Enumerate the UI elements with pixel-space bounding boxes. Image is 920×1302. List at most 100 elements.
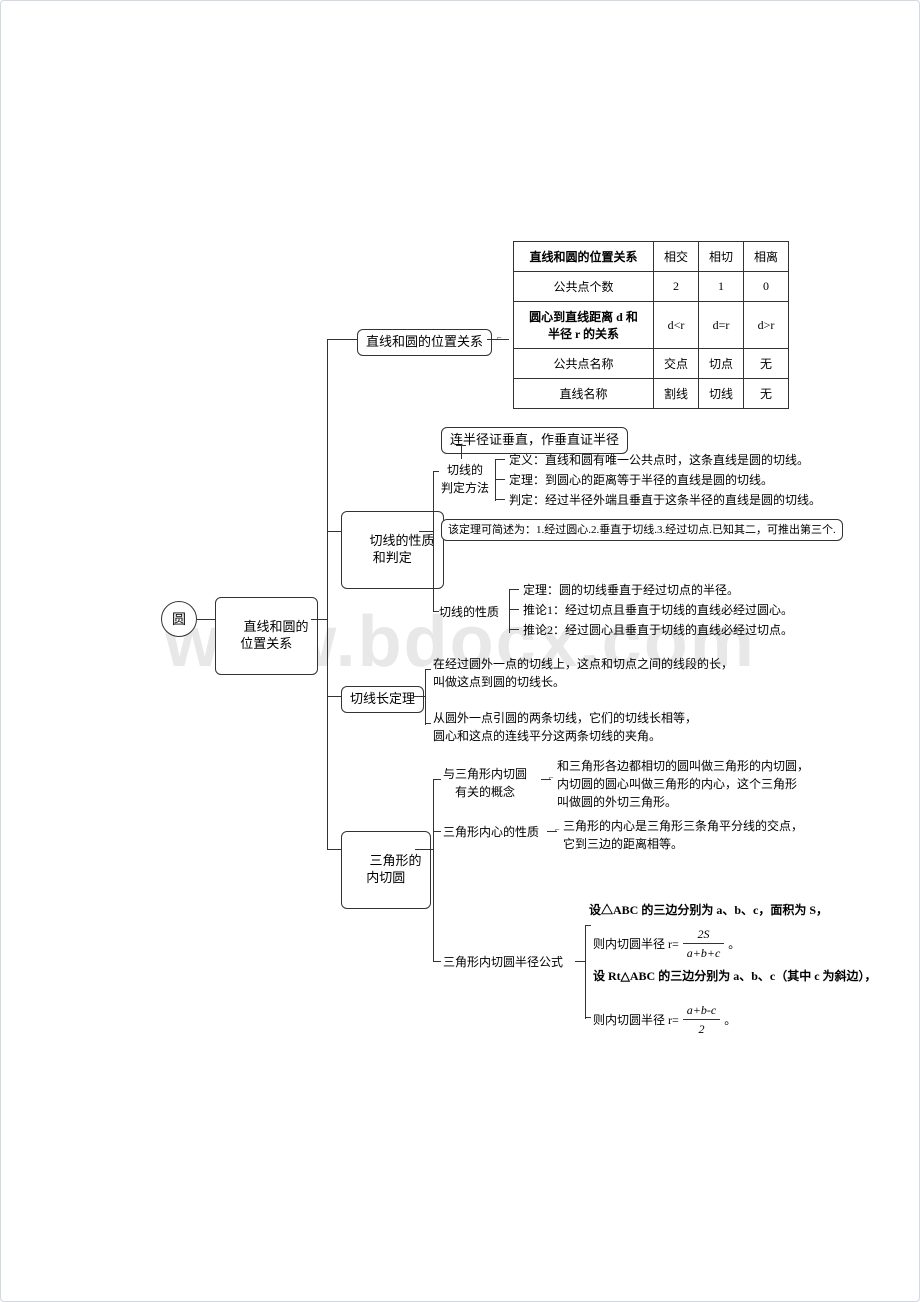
connector [327,696,341,697]
connector [509,609,519,610]
section4-branch2-label: 三角形内心的性质 [443,823,539,841]
connector [197,619,215,620]
table-cell: 无 [744,349,789,379]
table-cell: d>r [744,302,789,349]
section1-node: 直线和圆的位置关系 [357,329,492,356]
formula2-intro: 设 Rt△ABC 的三边分别为 a、b、c（其中 c 为斜边）， [593,967,877,985]
section3-label: 切线长定理 [350,691,415,706]
connector [425,723,431,724]
table-cell: 0 [744,272,789,302]
formula1-den: a+b+c [683,944,725,962]
formula2-block: 则内切圆半径 r= a+b-c 2 。 [593,999,736,1040]
connector-mark: ⌐ [555,825,560,834]
connector [433,779,441,780]
table-cell: d<r [654,302,699,349]
connector [461,445,462,459]
connector [311,619,327,620]
table-cell: 无 [744,379,789,409]
section2-branch2-item2: 推论1：经过切点且垂直于切线的直线必经过圆心。 [523,601,793,619]
main-branch-label: 直线和圆的 位置关系 [240,619,308,651]
table-row-header: 直线名称 [514,379,654,409]
table-row: 公共点名称交点切点无 [514,349,789,379]
section2-branch1-item2: 定理：到圆心的距离等于半径的直线是圆的切线。 [509,471,773,489]
section2-summary-text: 该定理可简述为：1.经过圆心.2.垂直于切线.3.经过切点.已知其二，可推出第三… [448,524,836,536]
connector [413,696,425,697]
connector [495,499,505,500]
table-row-header: 圆心到直线距离 d 和 半径 r 的关系 [514,302,654,349]
formula-intro: 设△ABC 的三边分别为 a、b、c，面积为 S， [589,901,828,919]
table-cell: 切线 [699,379,744,409]
section3-node: 切线长定理 [341,686,424,713]
connector [433,779,434,961]
formula2-prefix: 则内切圆半径 r= [593,1011,679,1029]
connector [419,531,433,532]
table-cell: 1 [699,272,744,302]
connector [327,849,341,850]
section4-branch2-text: 三角形的内心是三角形三条角平分线的交点， 它到三边的距离相等。 [563,817,803,853]
connector [415,849,433,850]
formula2-fraction: a+b-c 2 [683,1001,720,1038]
formula2-den: 2 [683,1020,720,1038]
table-row-header: 直线和圆的位置关系 [514,242,654,272]
table-cell: 相切 [699,242,744,272]
connector [425,669,426,725]
connector [509,589,510,633]
table-row-header: 公共点名称 [514,349,654,379]
connector [433,961,441,962]
section4-branch3-label: 三角形内切圆半径公式 [443,953,563,971]
connector [327,339,357,340]
table-cell: 相交 [654,242,699,272]
table-cell: 相离 [744,242,789,272]
connector [585,925,586,1019]
formula1-suffix: 。 [728,935,740,953]
section2-summary-box: 该定理可简述为：1.经过圆心.2.垂直于切线.3.经过切点.已知其二，可推出第三… [441,519,843,541]
section3-para1: 在经过圆外一点的切线上，这点和切点之间的线段的长， 叫做这点到圆的切线长。 [433,655,733,691]
section2-label: 切线的性质 和判定 [370,533,435,565]
connector [575,961,585,962]
section2-top-box: 连半径证垂直，作垂直证半径 [441,427,628,454]
connector [425,669,431,670]
formula2-suffix: 。 [724,1011,736,1029]
connector [456,445,466,446]
table-cell: 2 [654,272,699,302]
table-cell: 切点 [699,349,744,379]
connector-mark: ⌐ [497,333,502,342]
root-label: 圆 [172,609,186,629]
connector [327,339,328,849]
connector [433,471,434,611]
section3-para2: 从圆外一点引圆的两条切线，它们的切线长相等， 圆心和这点的连线平分这两条切线的夹… [433,709,697,745]
formula1-num: 2S [683,925,725,944]
section4-branch1-label: 与三角形内切圆 有关的概念 [443,765,527,801]
formula1-prefix: 则内切圆半径 r= [593,935,679,953]
section4-label: 三角形的 内切圆 [366,853,421,885]
table-row: 圆心到直线距离 d 和 半径 r 的关系d<rd=rd>r [514,302,789,349]
connector [327,531,341,532]
table-row: 公共点个数210 [514,272,789,302]
root-node: 圆 [161,601,197,637]
table-row: 直线名称割线切线无 [514,379,789,409]
section2-branch2-label: 切线的性质 [439,603,499,621]
connector [509,589,519,590]
section2-node: 切线的性质 和判定 [341,511,444,589]
connector [495,459,496,501]
section2-branch1-label: 切线的 判定方法 [441,461,489,497]
connector [433,831,441,832]
section1-label: 直线和圆的位置关系 [366,334,483,349]
table-cell: 交点 [654,349,699,379]
table-row-header: 公共点个数 [514,272,654,302]
table-cell: d=r [699,302,744,349]
connector [585,925,591,926]
section4-branch1-text: 和三角形各边都相切的圆叫做三角形的内切圆， 内切圆的圆心叫做三角形的内心，这个三… [557,757,809,811]
section2-top-box-text: 连半径证垂直，作垂直证半径 [450,432,619,447]
table-row: 直线和圆的位置关系相交相切相离 [514,242,789,272]
formula1-fraction: 2S a+b+c [683,925,725,962]
connector [433,471,439,472]
connector-mark: ⌐ [549,773,554,782]
connector [495,459,505,460]
section2-branch2-item1: 定理：圆的切线垂直于经过切点的半径。 [523,581,739,599]
connector [509,629,519,630]
section4-node: 三角形的 内切圆 [341,831,431,909]
formula2-num: a+b-c [683,1001,720,1020]
section2-branch2-item3: 推论2：经过圆心且垂直于切线的直线必经过切点。 [523,621,793,639]
section2-branch1-item1: 定义：直线和圆有唯一公共点时，这条直线是圆的切线。 [509,451,809,469]
